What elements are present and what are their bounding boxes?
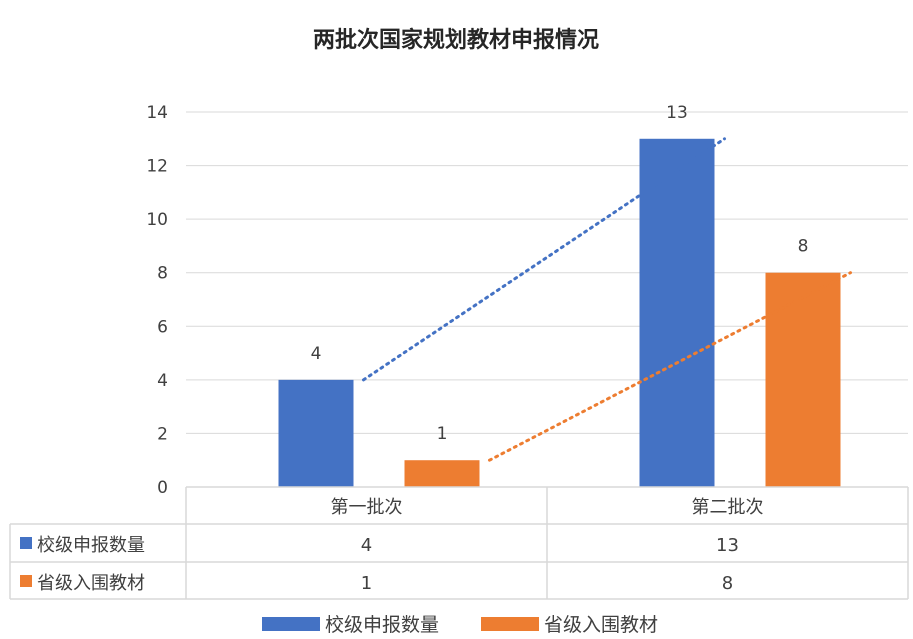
y-tick-label: 10 [146,210,168,230]
table-cell-value: 1 [361,573,372,594]
trendlines [362,137,852,462]
y-tick-label: 2 [157,424,168,444]
y-tick-label: 8 [157,264,168,284]
y-tick-label: 0 [157,478,168,498]
table-legend-key [20,537,32,549]
y-tick-label: 14 [146,103,168,123]
legend: 校级申报数量 省级入围教材 [262,614,658,636]
y-tick-label: 6 [157,317,168,337]
table-legend-key [20,575,32,587]
trendline-1 [362,137,726,382]
x-category-label: 第二批次 [692,497,764,518]
y-axis-ticks: 0 2 4 6 8 10 12 14 [146,103,168,498]
x-category-label: 第一批次 [331,497,403,518]
data-label: 4 [311,344,322,364]
bar-2-2 [765,272,841,487]
legend-label: 省级入围教材 [544,614,658,636]
legend-swatch [262,617,320,631]
table-cell-value: 8 [722,573,733,594]
bar-1-2 [639,138,715,488]
data-labels: 4 13 1 8 [311,103,809,444]
table-cell-value: 13 [716,535,739,556]
table-series-name: 省级入围教材 [37,573,145,594]
legend-label: 校级申报数量 [325,614,439,636]
table-cell-value: 4 [361,535,372,556]
data-label: 13 [666,103,688,123]
trendline-2 [488,271,852,462]
data-label: 1 [437,424,448,444]
bars [278,138,841,488]
data-label: 8 [798,237,809,257]
y-tick-label: 4 [157,371,168,391]
bar-2-1 [404,460,480,487]
table-series-name: 校级申报数量 [37,535,145,556]
chart-title: 两批次国家规划教材申报情况 [313,27,599,53]
bar-1-1 [278,379,354,487]
y-tick-label: 12 [146,157,168,177]
legend-swatch [481,617,539,631]
